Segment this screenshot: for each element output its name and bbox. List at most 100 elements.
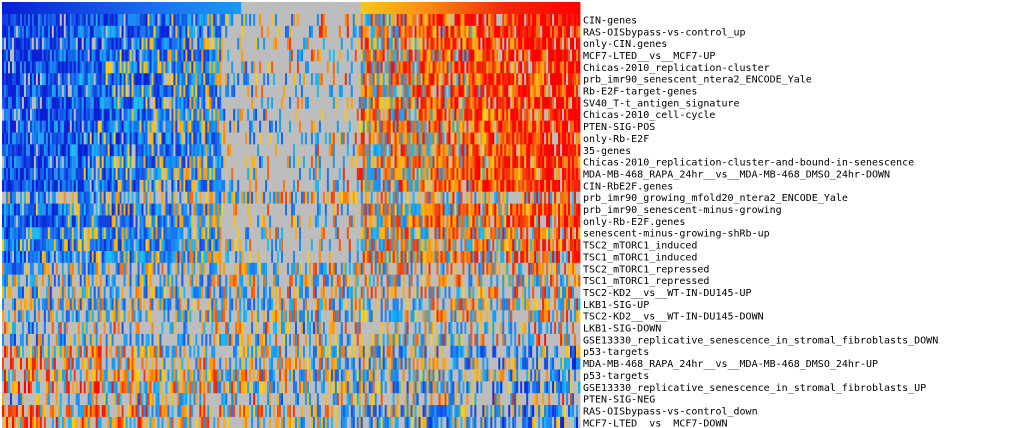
heatmap-cell <box>322 144 326 157</box>
heatmap-cell <box>209 132 212 145</box>
heatmap-cell <box>237 73 240 86</box>
heatmap-cell <box>11 120 15 133</box>
heatmap-cell <box>484 132 487 145</box>
heatmap-cell <box>356 179 360 193</box>
heatmap-cell <box>530 14 533 27</box>
heatmap-cell <box>97 144 101 157</box>
heatmap-cell <box>33 191 37 204</box>
heatmap-cell <box>5 179 9 193</box>
heatmap-cell <box>350 120 354 133</box>
heatmap-cell <box>432 168 435 181</box>
heatmap-cell <box>183 144 186 157</box>
heatmap-cell <box>548 120 551 133</box>
heatmap-cell <box>398 144 402 157</box>
heatmap-cell <box>392 85 396 98</box>
heatmap-cell <box>279 144 282 157</box>
group-bar-cell <box>458 2 461 14</box>
heatmap-cell <box>91 191 95 204</box>
heatmap-cell <box>127 120 130 133</box>
heatmap-cell <box>159 156 162 169</box>
heatmap-cell <box>384 25 388 38</box>
heatmap-cell <box>35 73 39 86</box>
heatmap-cell <box>532 85 535 98</box>
heatmap-cell <box>257 49 260 62</box>
heatmap-cell <box>253 37 256 50</box>
heatmap-cell <box>195 37 198 50</box>
heatmap-cell <box>167 179 170 193</box>
heatmap-cell <box>73 203 77 216</box>
heatmap-cell <box>91 61 95 74</box>
group-bar-cell <box>253 2 256 14</box>
heatmap-cell <box>436 85 439 98</box>
heatmap-cell <box>89 179 93 193</box>
heatmap-cell <box>372 144 376 157</box>
heatmap-cell <box>103 49 107 62</box>
heatmap-cell <box>131 132 134 145</box>
heatmap-cell <box>37 25 41 38</box>
heatmap-cell <box>73 14 77 27</box>
heatmap-cell <box>534 191 537 204</box>
heatmap-cell <box>320 14 324 27</box>
heatmap-cell <box>354 191 358 204</box>
heatmap-cell <box>488 144 491 157</box>
group-bar-cell <box>111 2 115 14</box>
heatmap-cell <box>251 14 254 27</box>
heatmap-cell <box>470 156 473 169</box>
heatmap-cell <box>291 179 294 193</box>
heatmap-cell <box>203 96 206 110</box>
heatmap-cell <box>314 144 318 157</box>
heatmap-cell <box>217 120 220 133</box>
heatmap-cell <box>65 132 69 145</box>
heatmap-cell <box>123 179 126 193</box>
group-bar-cell <box>496 2 499 14</box>
heatmap-cell <box>247 156 250 169</box>
heatmap-cell <box>49 132 53 145</box>
heatmap-cell <box>149 132 152 145</box>
heatmap-cell <box>410 96 413 110</box>
heatmap-cell <box>119 108 122 121</box>
heatmap-cell <box>231 73 234 86</box>
group-bar-cell <box>119 2 122 14</box>
heatmap-cell <box>474 96 477 110</box>
heatmap-cell <box>364 179 368 193</box>
heatmap-cell <box>231 132 234 145</box>
heatmap-cell <box>380 144 384 157</box>
heatmap-cell <box>169 14 172 27</box>
heatmap-cell <box>137 73 140 86</box>
heatmap-cell <box>554 132 557 145</box>
heatmap-cell <box>308 49 312 62</box>
heatmap-cell <box>41 37 45 50</box>
heatmap-cell <box>235 179 238 193</box>
heatmap-cell <box>151 132 154 145</box>
heatmap-cell <box>326 14 330 27</box>
heatmap-cell <box>83 120 87 133</box>
heatmap-cell <box>183 156 186 169</box>
heatmap-cell <box>414 14 417 27</box>
heatmap-cell <box>460 85 463 98</box>
heatmap-cell <box>17 85 21 98</box>
heatmap-cell <box>296 179 300 193</box>
heatmap-cell <box>57 203 61 216</box>
heatmap-cell <box>37 191 41 204</box>
heatmap-cell <box>402 25 405 38</box>
heatmap-cell <box>171 73 174 86</box>
heatmap-cell <box>532 156 535 169</box>
heatmap-cell <box>45 168 49 181</box>
heatmap-cell <box>456 156 459 169</box>
heatmap-cell <box>11 14 15 27</box>
heatmap-cell <box>15 85 19 98</box>
heatmap-cell <box>131 37 134 50</box>
heatmap-cell <box>318 156 322 169</box>
heatmap-cell <box>360 25 364 38</box>
heatmap-cell <box>514 120 517 133</box>
heatmap-cell <box>173 25 176 38</box>
heatmap-cell <box>330 132 334 145</box>
heatmap-cell <box>520 14 523 27</box>
group-bar-cell <box>308 2 312 14</box>
heatmap-cell <box>544 25 547 38</box>
heatmap-cell <box>65 85 69 98</box>
heatmap-cell <box>199 132 202 145</box>
heatmap-cell <box>312 168 316 181</box>
heatmap-cell <box>97 85 101 98</box>
heatmap-cell <box>532 179 535 193</box>
